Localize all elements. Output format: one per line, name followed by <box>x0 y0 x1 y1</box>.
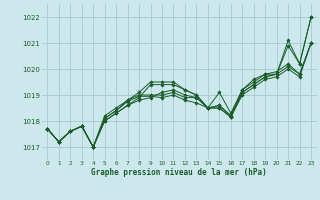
X-axis label: Graphe pression niveau de la mer (hPa): Graphe pression niveau de la mer (hPa) <box>91 168 267 177</box>
